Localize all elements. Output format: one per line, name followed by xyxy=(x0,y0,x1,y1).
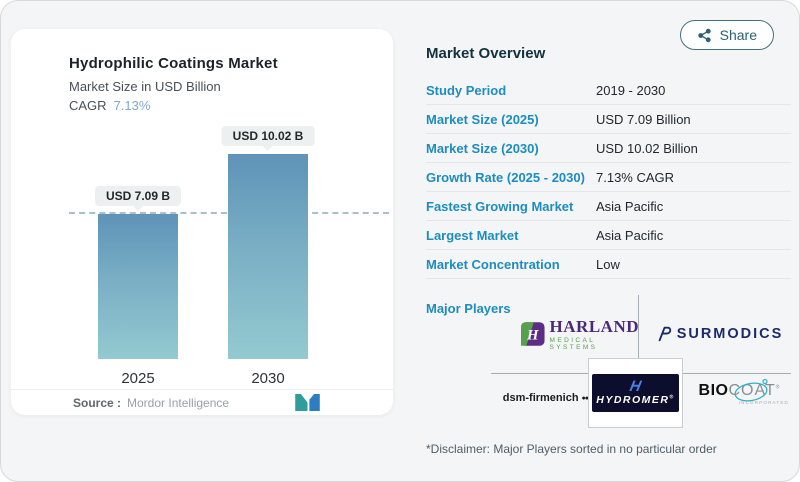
cagr-value: 7.13% xyxy=(113,98,151,113)
biocoat-reg: ® xyxy=(775,384,780,391)
row-label: Market Size (2030) xyxy=(426,140,539,156)
chart-card: Hydrophilic Coatings Market Market Size … xyxy=(11,29,393,415)
biocoat-subtitle: INCORPORATED xyxy=(738,400,789,405)
chart-subtitle: Market Size in USD Billion xyxy=(69,79,221,94)
row-value: Asia Pacific xyxy=(596,227,664,243)
row-value: Low xyxy=(596,256,620,272)
x-axis-label: 2025 xyxy=(121,370,155,387)
biocoat-coat-text: COAT xyxy=(728,382,776,399)
chart-title: Hydrophilic Coatings Market xyxy=(69,55,278,72)
biocoat-logo: BIOCOAT® INCORPORATED xyxy=(689,378,789,409)
hydromer-logo: H HYDROMER® xyxy=(588,358,683,428)
source-label: Source : xyxy=(73,395,122,410)
row-label: Market Concentration xyxy=(426,256,560,272)
market-overview-panel: Market Overview Study Period 2019 - 2030… xyxy=(426,45,791,279)
players-vertical-divider xyxy=(638,295,639,373)
bar-group: USD 10.02 B 2030 xyxy=(221,126,315,387)
biocoat-bio-text: BIO xyxy=(698,382,729,399)
bar-group: USD 7.09 B 2025 xyxy=(94,185,182,387)
overview-table: Study Period 2019 - 2030 Market Size (20… xyxy=(426,76,791,279)
cagr-row: CAGR 7.13% xyxy=(69,98,393,113)
row-value: Asia Pacific xyxy=(596,198,664,214)
table-row: Growth Rate (2025 - 2030) 7.13% CAGR xyxy=(426,163,791,192)
surmodics-glyph-icon xyxy=(658,326,671,342)
share-label: Share xyxy=(719,27,757,43)
row-label: Market Size (2025) xyxy=(426,111,539,127)
overview-title: Market Overview xyxy=(426,45,546,62)
surmodics-name: SURMODICS xyxy=(676,326,784,342)
dsm-firmenich-logo: dsm-firmenich ●●● xyxy=(502,387,592,409)
row-value: USD 7.09 Billion xyxy=(596,111,691,127)
dsm-name: dsm-firmenich xyxy=(502,392,579,404)
bar-2025 xyxy=(98,213,178,359)
table-row: Largest Market Asia Pacific xyxy=(426,221,791,250)
mordor-intelligence-logo-icon xyxy=(295,394,320,411)
bar-value-label: USD 7.09 B xyxy=(94,185,182,206)
hydromer-badge: H HYDROMER® xyxy=(592,374,679,412)
surmodics-logo: SURMODICS xyxy=(648,321,791,347)
row-label: Fastest Growing Market xyxy=(426,198,574,214)
row-value: 7.13% CAGR xyxy=(596,169,675,185)
row-value: USD 10.02 Billion xyxy=(596,140,698,156)
svg-text:H: H xyxy=(526,327,539,343)
hydromer-name: HYDROMER® xyxy=(596,394,675,407)
table-row: Market Size (2025) USD 7.09 Billion xyxy=(426,105,791,134)
major-players-label: Major Players xyxy=(426,301,511,316)
share-icon xyxy=(697,28,711,42)
harland-name: HARLAND xyxy=(549,316,639,336)
major-players-section: Major Players H HARLAND MEDICAL SYSTEMS … xyxy=(426,295,791,435)
harland-medical-systems-logo: H HARLAND MEDICAL SYSTEMS xyxy=(521,309,639,359)
row-label: Growth Rate (2025 - 2030) xyxy=(426,169,585,185)
source-value: Mordor Intelligence xyxy=(127,395,230,410)
hydromer-h-icon: H xyxy=(628,378,643,396)
harland-subtitle: MEDICAL SYSTEMS xyxy=(549,336,598,351)
row-value: 2019 - 2030 xyxy=(596,82,666,98)
table-row: Study Period 2019 - 2030 xyxy=(426,76,791,105)
bar-2030 xyxy=(228,154,308,359)
row-label: Largest Market xyxy=(426,227,519,243)
table-row: Fastest Growing Market Asia Pacific xyxy=(426,192,791,221)
cagr-label: CAGR xyxy=(69,98,107,113)
table-row: Market Size (2030) USD 10.02 Billion xyxy=(426,134,791,163)
row-label: Study Period xyxy=(426,82,507,98)
harland-shield-icon: H xyxy=(521,322,545,346)
bar-value-label: USD 10.02 B xyxy=(221,126,315,146)
table-row: Market Concentration Low xyxy=(426,250,791,279)
disclaimer-text: *Disclaimer: Major Players sorted in no … xyxy=(426,442,717,456)
dsm-dots-icon: ●●● xyxy=(581,394,593,402)
source-row: Source : Mordor Intelligence xyxy=(11,389,393,415)
x-axis-label: 2030 xyxy=(251,370,285,387)
share-button[interactable]: Share xyxy=(679,20,774,50)
bar-chart: USD 7.09 B 2025 USD 10.02 B 2030 xyxy=(69,126,389,387)
